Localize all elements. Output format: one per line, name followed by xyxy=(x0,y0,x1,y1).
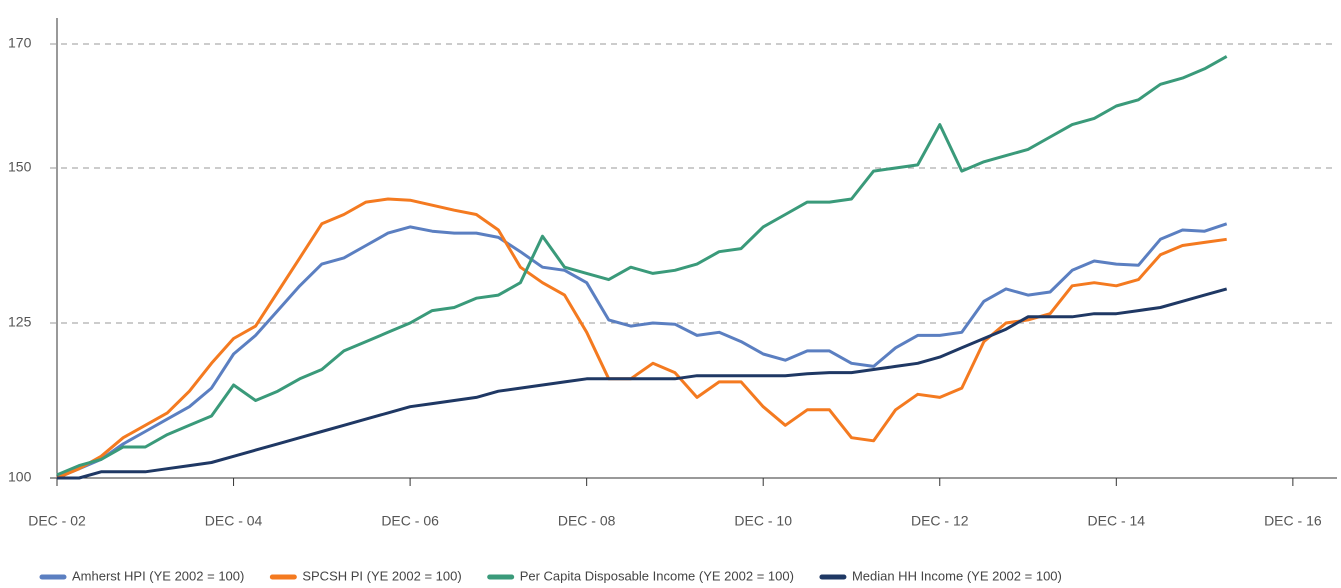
legend-label: Per Capita Disposable Income (YE 2002 = … xyxy=(520,568,794,583)
series-line xyxy=(56,197,1227,480)
x-tick-label: DEC - 04 xyxy=(205,513,263,529)
series-line xyxy=(57,287,1228,480)
y-tick-label: 125 xyxy=(8,314,32,330)
x-tick-label: DEC - 08 xyxy=(558,513,616,529)
x-tick-label: DEC - 10 xyxy=(734,513,792,529)
series-line xyxy=(56,55,1228,477)
x-tick-label: DEC - 14 xyxy=(1088,513,1146,529)
y-tick-label: 150 xyxy=(8,159,32,175)
legend-label: Median HH Income (YE 2002 = 100) xyxy=(852,568,1062,583)
y-tick-label: 170 xyxy=(8,35,32,51)
x-tick-label: DEC - 06 xyxy=(381,513,439,529)
y-tick-label: 100 xyxy=(8,469,32,485)
legend-label: SPCSH PI (YE 2002 = 100) xyxy=(302,568,461,583)
x-tick-label: DEC - 02 xyxy=(28,513,86,529)
series-line xyxy=(56,222,1228,480)
x-tick-label: DEC - 12 xyxy=(911,513,969,529)
x-tick-label: DEC - 16 xyxy=(1264,513,1322,529)
legend-label: Amherst HPI (YE 2002 = 100) xyxy=(72,568,244,583)
